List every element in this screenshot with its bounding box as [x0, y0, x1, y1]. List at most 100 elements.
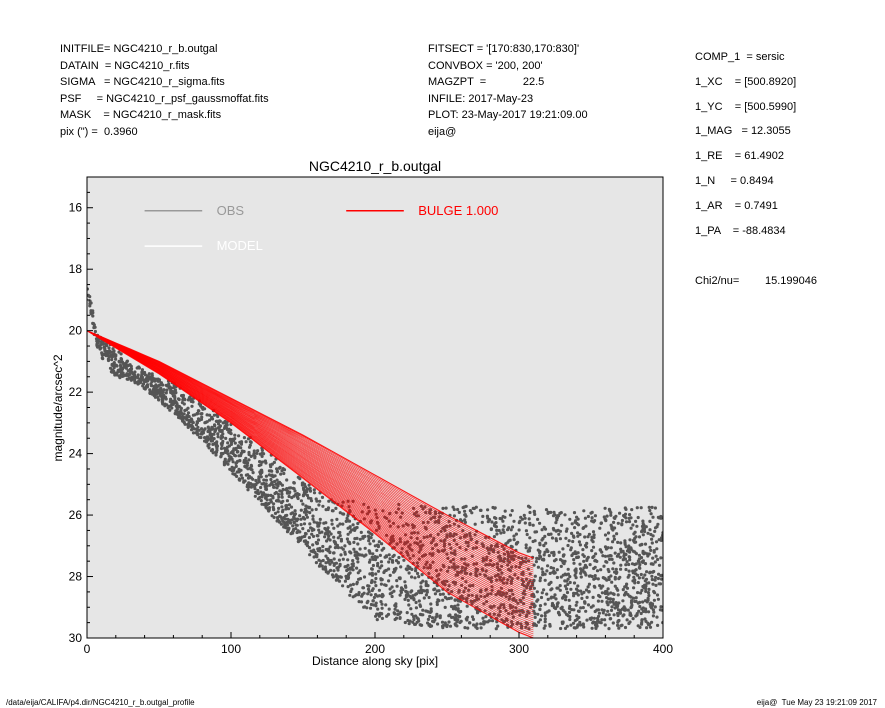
obs-point [394, 566, 398, 571]
obs-point [321, 504, 325, 508]
obs-point [638, 625, 642, 630]
obs-point [479, 626, 483, 630]
obs-point [463, 520, 467, 525]
obs-point [570, 553, 574, 558]
obs-point [640, 588, 644, 593]
obs-point [239, 440, 244, 444]
obs-point [275, 478, 279, 482]
obs-point [422, 596, 426, 600]
obs-point [298, 514, 302, 518]
obs-point [447, 614, 451, 618]
obs-point [498, 516, 502, 521]
obs-point [239, 468, 243, 472]
obs-point [348, 530, 352, 534]
obs-point [341, 522, 345, 526]
obs-point [254, 478, 258, 483]
obs-point [641, 533, 645, 537]
obs-point [645, 626, 649, 630]
obs-point [175, 407, 179, 412]
obs-point [626, 608, 630, 612]
obs-point [640, 607, 644, 611]
obs-point [333, 540, 337, 544]
legend-label-bulge: BULGE 1.000 [418, 203, 498, 218]
obs-point [220, 428, 224, 433]
obs-point [644, 610, 648, 614]
obs-point [191, 413, 195, 417]
obs-point [484, 615, 488, 619]
obs-point [410, 589, 414, 593]
obs-point [323, 535, 327, 539]
obs-point [621, 588, 625, 592]
obs-point [191, 431, 196, 435]
obs-point [379, 560, 383, 564]
obs-point [602, 564, 606, 568]
obs-point [508, 513, 513, 517]
obs-point [265, 498, 269, 502]
obs-point [636, 515, 640, 520]
obs-point [554, 606, 558, 611]
obs-point [421, 588, 425, 593]
obs-point [607, 597, 611, 601]
obs-point [219, 451, 223, 456]
obs-point [569, 548, 573, 552]
obs-point [527, 517, 531, 521]
obs-point [393, 612, 397, 616]
obs-point [264, 478, 268, 482]
obs-point [239, 473, 243, 477]
obs-point [572, 581, 577, 585]
obs-point [559, 564, 563, 569]
obs-point [589, 617, 593, 622]
obs-point [616, 540, 620, 545]
obs-point [539, 595, 544, 600]
obs-point [388, 587, 392, 591]
obs-point [275, 467, 279, 471]
obs-point [157, 388, 161, 392]
obs-point [605, 589, 609, 594]
obs-point [637, 553, 642, 557]
header-mid-line-4: PLOT: 23-May-2017 19:21:09.00 [428, 109, 588, 121]
obs-point [536, 598, 540, 602]
obs-point [249, 467, 253, 471]
obs-point [604, 613, 608, 617]
obs-point [653, 560, 657, 564]
obs-point [480, 520, 484, 525]
obs-point [601, 554, 605, 558]
obs-point [280, 483, 284, 487]
obs-point [380, 542, 384, 546]
obs-point [653, 526, 658, 530]
obs-point [337, 558, 341, 562]
obs-point [587, 574, 592, 578]
obs-point [562, 593, 566, 597]
obs-point [245, 463, 249, 468]
obs-point [567, 539, 571, 543]
obs-point [419, 585, 423, 589]
obs-point [410, 612, 414, 616]
obs-point [162, 388, 166, 392]
obs-point [543, 617, 547, 621]
obs-point [574, 603, 578, 607]
obs-point [261, 491, 266, 495]
obs-point [603, 506, 607, 510]
obs-point [606, 554, 611, 558]
obs-point [524, 543, 528, 547]
obs-point [426, 617, 430, 622]
obs-point [227, 457, 232, 461]
obs-point [346, 567, 350, 572]
obs-point [633, 599, 637, 604]
obs-point [323, 565, 327, 569]
obs-point [641, 525, 645, 529]
obs-point [576, 517, 580, 521]
obs-point [209, 432, 214, 436]
obs-point [612, 602, 616, 606]
obs-point [637, 565, 642, 570]
obs-point [565, 579, 569, 583]
obs-point [528, 536, 532, 540]
obs-point [542, 626, 546, 630]
obs-point [660, 536, 663, 540]
obs-point [570, 531, 574, 536]
obs-point [542, 543, 546, 547]
obs-point [167, 382, 171, 386]
obs-point [653, 605, 657, 609]
obs-point [628, 513, 632, 517]
obs-point [628, 611, 632, 615]
